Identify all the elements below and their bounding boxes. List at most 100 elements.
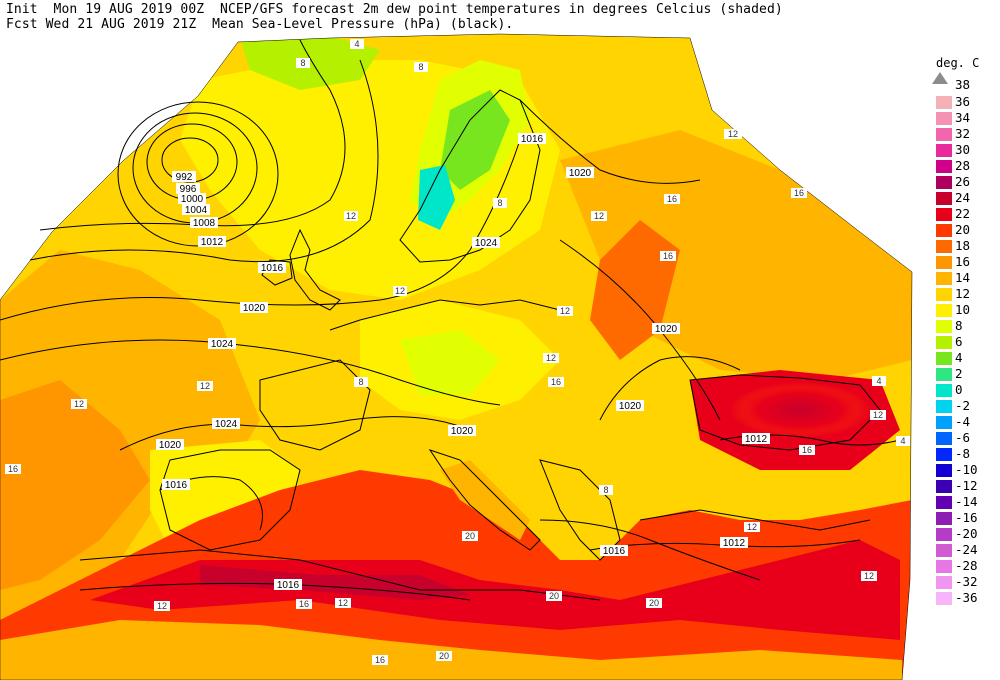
legend-swatch bbox=[936, 416, 952, 429]
legend-label: 34 bbox=[955, 110, 971, 125]
legend-swatch bbox=[936, 224, 952, 237]
legend-swatch bbox=[936, 160, 952, 173]
dewpoint-label: 20 bbox=[646, 598, 662, 608]
legend-label: -6 bbox=[955, 430, 971, 445]
svg-text:1020: 1020 bbox=[451, 426, 474, 437]
pressure-label: 1024 bbox=[212, 418, 240, 430]
pressure-label: 1012 bbox=[720, 537, 748, 549]
svg-text:12: 12 bbox=[157, 601, 167, 611]
legend-label: 8 bbox=[955, 318, 963, 333]
svg-text:12: 12 bbox=[747, 522, 757, 532]
dewpoint-field-north-africa bbox=[0, 620, 902, 680]
legend-label: 22 bbox=[955, 206, 971, 221]
legend-entry: -8 bbox=[932, 446, 996, 462]
legend-entry: 0 bbox=[932, 382, 996, 398]
legend-entry: 20 bbox=[932, 222, 996, 238]
pressure-label: 1012 bbox=[198, 236, 226, 248]
dewpoint-label: 20 bbox=[436, 651, 452, 661]
legend-swatch bbox=[936, 192, 952, 205]
legend-entry: 2 bbox=[932, 366, 996, 382]
svg-text:16: 16 bbox=[663, 251, 673, 261]
svg-text:1016: 1016 bbox=[261, 263, 284, 274]
svg-text:12: 12 bbox=[864, 571, 874, 581]
dewpoint-label: 12 bbox=[543, 353, 559, 363]
pressure-label: 1020 bbox=[240, 302, 268, 314]
svg-text:12: 12 bbox=[873, 410, 883, 420]
legend-label: 4 bbox=[955, 350, 963, 365]
pressure-label: 996 bbox=[176, 183, 200, 195]
legend-entry: -28 bbox=[932, 558, 996, 574]
svg-text:20: 20 bbox=[439, 651, 449, 661]
legend-swatch bbox=[936, 480, 952, 493]
dewpoint-label: 16 bbox=[296, 599, 312, 609]
svg-text:1012: 1012 bbox=[745, 434, 768, 445]
svg-text:16: 16 bbox=[299, 599, 309, 609]
pressure-label: 1020 bbox=[566, 167, 594, 179]
dewpoint-label: 12 bbox=[197, 381, 213, 391]
dewpoint-label: 8 bbox=[599, 485, 613, 495]
legend-label: 12 bbox=[955, 286, 971, 301]
pressure-label: 1016 bbox=[518, 133, 546, 145]
svg-text:8: 8 bbox=[300, 58, 305, 68]
dewpoint-label: 4 bbox=[872, 376, 886, 386]
legend-swatch bbox=[936, 144, 952, 157]
legend-label: -28 bbox=[955, 558, 978, 573]
pressure-label: 1004 bbox=[182, 204, 210, 216]
dewpoint-label: 12 bbox=[591, 211, 607, 221]
legend-entry: 14 bbox=[932, 270, 996, 286]
legend-label: 18 bbox=[955, 238, 971, 253]
dewpoint-label: 4 bbox=[350, 39, 364, 49]
svg-text:16: 16 bbox=[802, 445, 812, 455]
legend-label: -36 bbox=[955, 590, 978, 605]
svg-text:1020: 1020 bbox=[159, 440, 182, 451]
svg-text:1016: 1016 bbox=[165, 480, 188, 491]
legend-swatch bbox=[936, 528, 952, 541]
legend-swatch bbox=[936, 112, 952, 125]
pressure-label: 1024 bbox=[208, 338, 236, 350]
dewpoint-label: 12 bbox=[744, 522, 760, 532]
header-init-line: Init Mon 19 AUG 2019 00Z NCEP/GFS foreca… bbox=[6, 2, 783, 17]
svg-text:12: 12 bbox=[74, 399, 84, 409]
dewpoint-label: 12 bbox=[344, 211, 358, 221]
legend-label: -20 bbox=[955, 526, 978, 541]
legend-entry: 10 bbox=[932, 302, 996, 318]
svg-text:1004: 1004 bbox=[185, 205, 208, 216]
legend-swatch bbox=[936, 512, 952, 525]
legend-entry: 28 bbox=[932, 158, 996, 174]
legend-swatch bbox=[936, 320, 952, 333]
dewpoint-field-atlantic-south bbox=[0, 380, 150, 590]
legend-label: -16 bbox=[955, 510, 978, 525]
legend-entry: -6 bbox=[932, 430, 996, 446]
pressure-label: 992 bbox=[172, 171, 196, 183]
legend-entry: -2 bbox=[932, 398, 996, 414]
svg-text:12: 12 bbox=[546, 353, 556, 363]
legend-label: -10 bbox=[955, 462, 978, 477]
legend-swatch bbox=[936, 448, 952, 461]
legend-swatch bbox=[936, 176, 952, 189]
svg-text:1020: 1020 bbox=[243, 303, 266, 314]
svg-text:1024: 1024 bbox=[475, 238, 498, 249]
legend-swatch bbox=[936, 304, 952, 317]
dewpoint-label: 20 bbox=[546, 591, 562, 601]
svg-text:1008: 1008 bbox=[193, 218, 216, 229]
svg-text:16: 16 bbox=[794, 188, 804, 198]
pressure-label: 1000 bbox=[178, 193, 206, 205]
dewpoint-label: 12 bbox=[861, 571, 877, 581]
legend-label: -24 bbox=[955, 542, 978, 557]
svg-text:20: 20 bbox=[649, 598, 659, 608]
map-boundary bbox=[0, 33, 913, 680]
legend-label: 36 bbox=[955, 94, 971, 109]
legend-swatch bbox=[936, 272, 952, 285]
legend-swatch bbox=[936, 464, 952, 477]
legend-entry: -20 bbox=[932, 526, 996, 542]
dewpoint-field-balkans bbox=[540, 430, 660, 530]
svg-text:1016: 1016 bbox=[521, 134, 544, 145]
legend-swatch bbox=[936, 432, 952, 445]
dewpoint-label: 16 bbox=[548, 377, 564, 387]
pressure-label: 1016 bbox=[258, 262, 286, 274]
svg-text:12: 12 bbox=[200, 381, 210, 391]
dewpoint-label: 16 bbox=[5, 464, 21, 474]
legend-label: -14 bbox=[955, 494, 978, 509]
legend-entry: -14 bbox=[932, 494, 996, 510]
legend-entry: 32 bbox=[932, 126, 996, 142]
